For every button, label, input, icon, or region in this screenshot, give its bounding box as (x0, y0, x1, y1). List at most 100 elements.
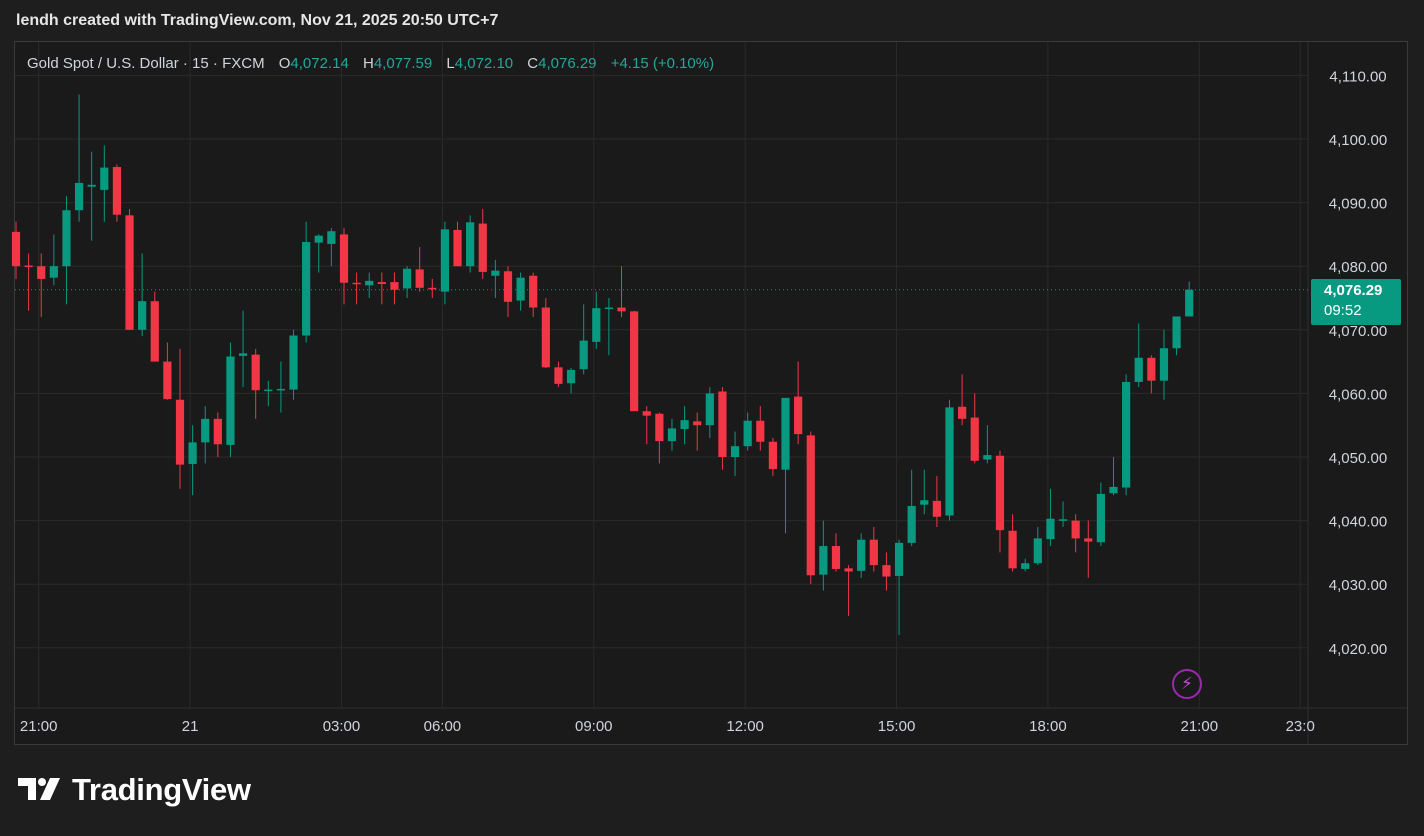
candle-body (806, 435, 815, 576)
last-price-value: 4,076.29 (1324, 282, 1383, 299)
candle (882, 552, 891, 591)
time-axis: 21:00 21 03:00 06:00 09:00 12:00 15:00 18:00 21:… (15, 707, 1407, 735)
tradingview-logo-icon (18, 778, 60, 800)
price-tick-label: 4,030.00 (1329, 577, 1387, 594)
candle-body (705, 393, 714, 426)
candle (1159, 329, 1169, 400)
candle-body (339, 234, 349, 283)
candle (440, 221, 450, 305)
candle-body (150, 301, 159, 362)
candle (730, 431, 740, 477)
price-tick-label: 4,050.00 (1329, 450, 1387, 467)
candle-body (730, 446, 740, 457)
candle (491, 259, 500, 298)
candle-body (970, 417, 979, 461)
candle-body (604, 307, 614, 310)
candle-body (566, 369, 576, 384)
candle (1084, 520, 1093, 578)
candle-body (213, 418, 222, 445)
candle (251, 348, 260, 419)
candle (74, 94, 84, 222)
candle (844, 565, 853, 616)
candle-body (718, 391, 727, 457)
price-tick-label: 4,090.00 (1329, 196, 1387, 213)
candle-body (1159, 348, 1169, 381)
candle (794, 361, 803, 445)
candle (428, 278, 437, 298)
candle-body (1046, 518, 1055, 540)
candle-body (49, 266, 58, 278)
symbol-legend: Gold Spot / U.S. Dollar · 15 · FXCM O4,0… (27, 55, 714, 72)
candle-body (831, 546, 841, 569)
candle (970, 393, 979, 464)
candle-body (680, 420, 689, 430)
candle (1021, 558, 1030, 572)
candle-body (352, 282, 361, 285)
candles (11, 94, 1194, 636)
candle (894, 539, 904, 636)
candle (49, 234, 58, 286)
candle-body (894, 542, 904, 576)
price-tick-label: 4,070.00 (1329, 323, 1387, 340)
candle-body (112, 166, 122, 215)
candle-body (11, 231, 21, 267)
candle-body (1185, 289, 1194, 317)
candle-body (920, 500, 929, 505)
candle-body (945, 407, 954, 516)
time-tick-label: 12:00 (726, 718, 764, 735)
candle (150, 291, 159, 362)
symbol-name: Gold Spot / U.S. Dollar · 15 · FXCM (27, 55, 265, 72)
candle-body (201, 418, 210, 443)
candle (100, 145, 109, 222)
time-tick-label: 21:00 (1181, 718, 1219, 735)
time-tick-label: 06:00 (424, 718, 462, 735)
candle-body (667, 428, 677, 442)
bar-countdown: 09:52 (1324, 302, 1362, 319)
candle (680, 406, 689, 445)
candle (667, 418, 677, 451)
candle-body (1096, 493, 1105, 543)
candle-body (1109, 486, 1118, 494)
candle-body (794, 396, 803, 435)
candle (705, 387, 714, 438)
candle (819, 520, 828, 591)
candle (503, 266, 513, 318)
price-tick-label: 4,060.00 (1329, 386, 1387, 403)
candle (163, 342, 172, 400)
candle-body (377, 282, 386, 285)
candle (630, 310, 639, 412)
high-label: H (362, 55, 374, 72)
candle-body (882, 565, 891, 577)
candle (339, 228, 349, 305)
candle-body (1172, 316, 1181, 349)
candle (756, 406, 765, 451)
candle-body (529, 275, 538, 308)
candle-body (1134, 357, 1143, 382)
close-label: C (527, 55, 539, 72)
candle (869, 526, 878, 572)
candle-body (1084, 538, 1093, 542)
time-tick-label: 18:00 (1029, 718, 1067, 735)
candle (781, 397, 790, 534)
candle-body (491, 270, 500, 276)
lightning-bolt-icon[interactable]: ⚡ (1172, 669, 1202, 699)
candle (264, 380, 273, 407)
candle (995, 450, 1005, 553)
candle (1033, 526, 1042, 566)
grid-lines (15, 42, 1308, 708)
candle (238, 310, 248, 388)
price-axis: 4,020.00 4,030.00 4,040.00 4,050.00 4,060.00… (1307, 42, 1387, 744)
candle-body (995, 455, 1005, 531)
candle-body (932, 500, 941, 517)
candle (945, 399, 954, 521)
time-tick-label: 15:00 (878, 718, 916, 735)
candle (37, 253, 46, 318)
candle (617, 266, 626, 318)
price-tick-label: 4,110.00 (1329, 68, 1386, 85)
candle-body (100, 167, 109, 190)
low-value: 4,072.10 (454, 55, 514, 72)
candle (907, 469, 916, 547)
candle-body (238, 353, 248, 356)
candle-body (768, 441, 777, 470)
